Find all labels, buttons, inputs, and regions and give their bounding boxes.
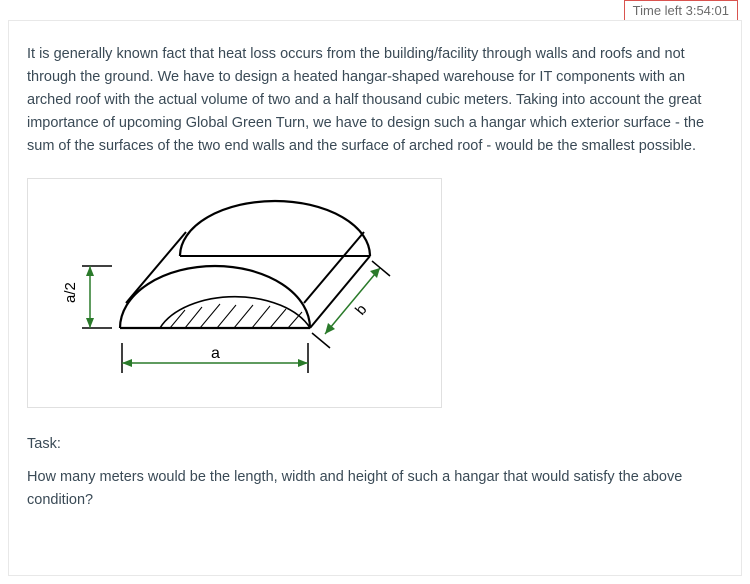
hangar-svg: a a/2 b	[40, 188, 430, 398]
label-a2: a/2	[62, 282, 79, 303]
task-question: How many meters would be the length, wid…	[27, 466, 723, 512]
timer-label: Time left 3:54:01	[633, 3, 729, 18]
problem-container: It is generally known fact that heat los…	[8, 20, 742, 576]
timer-box: Time left 3:54:01	[624, 0, 738, 21]
problem-description: It is generally known fact that heat los…	[27, 43, 723, 158]
task-label: Task:	[27, 436, 723, 452]
hangar-diagram: a a/2 b	[27, 178, 442, 408]
label-b: b	[352, 301, 370, 318]
label-a: a	[211, 345, 220, 362]
